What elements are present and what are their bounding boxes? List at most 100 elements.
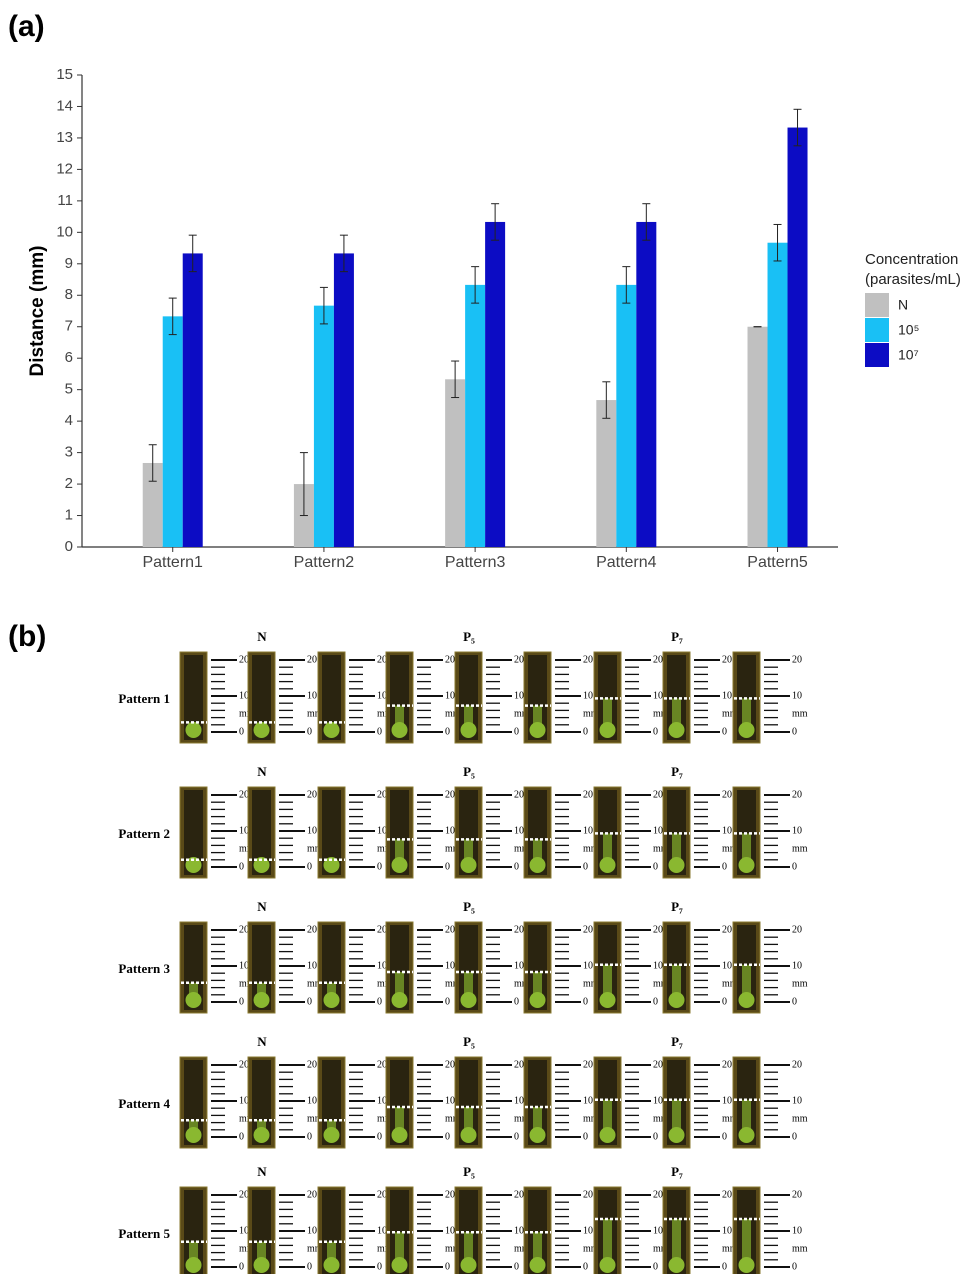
ruler-label: 20 — [377, 1059, 387, 1070]
y-axis-label: Distance (mm) — [27, 246, 48, 377]
ruler-label: 0 — [514, 996, 519, 1007]
ruler-label: 20 — [377, 654, 387, 665]
ruler-label: mm — [307, 1113, 323, 1124]
ruler-label: mm — [653, 1243, 669, 1254]
strip-channel — [184, 655, 203, 740]
y-tick-label: 15 — [56, 66, 73, 83]
ruler-label: 0 — [722, 996, 727, 1007]
ruler-label: 20 — [722, 654, 732, 665]
ruler-label: 0 — [653, 1261, 658, 1272]
strip-bulb — [391, 1257, 408, 1273]
y-tick-label: 1 — [65, 507, 73, 524]
strip-bulb — [668, 1127, 685, 1143]
ruler-label: mm — [239, 1243, 255, 1254]
bar — [465, 284, 486, 547]
bar — [142, 462, 163, 547]
strip-fluid — [603, 1099, 612, 1137]
ruler-label: 20 — [514, 1189, 524, 1200]
y-tick-label: 2 — [65, 475, 73, 492]
strip-channel — [528, 925, 547, 1010]
ruler-label: 0 — [445, 996, 450, 1007]
ruler-label: 0 — [239, 1261, 244, 1272]
ruler-label: 10 — [514, 690, 524, 701]
ruler-label: mm — [307, 1243, 323, 1254]
strip-fluid — [672, 698, 681, 732]
strip-bulb — [529, 1127, 546, 1143]
ruler-label: 10 — [792, 960, 802, 971]
ruler-label: mm — [653, 708, 669, 719]
ruler-label: 20 — [583, 654, 593, 665]
strip-fluid — [672, 833, 681, 867]
group-label: P₇ — [671, 1164, 683, 1179]
ruler-label: mm — [792, 978, 808, 989]
strip-bulb — [599, 1257, 616, 1273]
ruler-label: 0 — [514, 1261, 519, 1272]
strip-bulb — [253, 722, 270, 738]
ruler-label: 0 — [722, 1261, 727, 1272]
strip-channel — [390, 790, 409, 875]
ruler-label: 20 — [445, 1189, 455, 1200]
ruler-label: 10 — [377, 825, 387, 836]
strip-fluid — [742, 833, 751, 867]
ruler-label: 10 — [583, 1095, 593, 1106]
strip-bulb — [738, 1257, 755, 1273]
ruler-label: 10 — [307, 825, 317, 836]
strip-bulb — [529, 857, 546, 873]
ruler-label: 20 — [307, 924, 317, 935]
ruler-label: 20 — [583, 1059, 593, 1070]
ruler-label: mm — [239, 1113, 255, 1124]
ruler-label: 0 — [377, 1261, 382, 1272]
strip-bulb — [529, 722, 546, 738]
ruler-label: mm — [653, 1113, 669, 1124]
strip-fluid — [603, 698, 612, 732]
strip-fluid — [672, 964, 681, 1002]
strip-channel — [252, 1060, 271, 1145]
error-bar — [188, 234, 197, 273]
strip-fluid — [603, 964, 612, 1002]
ruler-label: mm — [377, 1243, 393, 1254]
ruler-label: 0 — [514, 861, 519, 872]
ruler-label: 0 — [514, 1131, 519, 1142]
ruler-label: 20 — [307, 1059, 317, 1070]
strip-bulb — [391, 1127, 408, 1143]
ruler-label: 0 — [583, 1261, 588, 1272]
ruler-label: 20 — [722, 789, 732, 800]
group-label: P₅ — [463, 1164, 475, 1179]
strip-bulb — [599, 1127, 616, 1143]
ruler-label: 0 — [792, 1131, 797, 1142]
strip-channel — [322, 1060, 341, 1145]
strip-fluid — [603, 1219, 612, 1267]
strip-bulb — [185, 992, 202, 1008]
ruler-label: 20 — [514, 789, 524, 800]
ruler-label: mm — [239, 708, 255, 719]
ruler-label: 10 — [239, 825, 249, 836]
strip-channel — [322, 790, 341, 875]
strip-bulb — [460, 1257, 477, 1273]
ruler-label: 20 — [239, 654, 249, 665]
ruler-label: mm — [792, 1113, 808, 1124]
ruler-label: mm — [239, 978, 255, 989]
strip-bulb — [391, 857, 408, 873]
strip-fluid — [464, 1232, 473, 1267]
group-label: P₅ — [463, 764, 475, 779]
ruler-label: 20 — [377, 789, 387, 800]
y-tick-label: 13 — [56, 129, 73, 146]
y-tick-label: 11 — [57, 192, 73, 209]
strip-fluid — [533, 839, 542, 867]
row-label: Pattern 5 — [118, 1226, 170, 1241]
ruler-label: 0 — [377, 996, 382, 1007]
legend-title: Concentration — [865, 251, 958, 268]
ruler-label: 0 — [583, 861, 588, 872]
error-bar — [339, 234, 348, 273]
ruler-label: 20 — [653, 654, 663, 665]
ruler-label: 0 — [239, 861, 244, 872]
ruler-label: mm — [377, 1113, 393, 1124]
ruler-label: 10 — [653, 690, 663, 701]
ruler-label: mm — [792, 708, 808, 719]
ruler-label: mm — [722, 843, 738, 854]
strip-channel — [528, 655, 547, 740]
ruler-label: mm — [583, 1113, 599, 1124]
ruler-label: mm — [377, 708, 393, 719]
ruler-label: 10 — [445, 960, 455, 971]
ruler-label: mm — [514, 1113, 530, 1124]
